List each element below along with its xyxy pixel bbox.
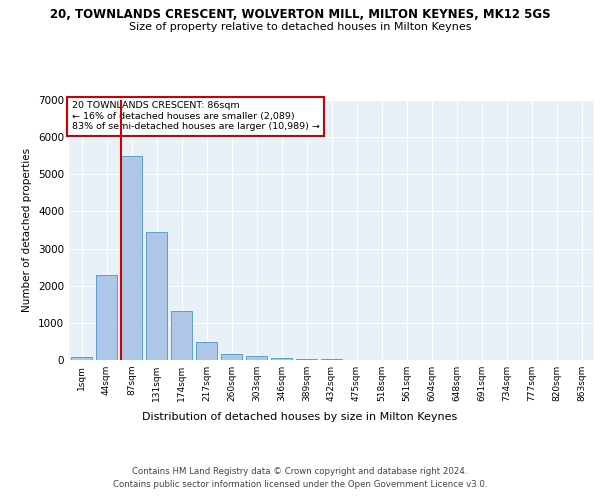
- Bar: [121, 156, 142, 360]
- Y-axis label: Number of detached properties: Number of detached properties: [22, 148, 32, 312]
- Text: 20, TOWNLANDS CRESCENT, WOLVERTON MILL, MILTON KEYNES, MK12 5GS: 20, TOWNLANDS CRESCENT, WOLVERTON MILL, …: [50, 8, 550, 20]
- Text: Contains HM Land Registry data © Crown copyright and database right 2024.: Contains HM Land Registry data © Crown c…: [132, 468, 468, 476]
- Text: Distribution of detached houses by size in Milton Keynes: Distribution of detached houses by size …: [142, 412, 458, 422]
- Text: Contains public sector information licensed under the Open Government Licence v3: Contains public sector information licen…: [113, 480, 487, 489]
- Bar: [96, 276, 117, 360]
- Bar: [271, 358, 292, 360]
- Bar: [146, 232, 167, 360]
- Text: 20 TOWNLANDS CRESCENT: 86sqm
← 16% of detached houses are smaller (2,089)
83% of: 20 TOWNLANDS CRESCENT: 86sqm ← 16% of de…: [71, 102, 320, 131]
- Bar: [196, 342, 217, 360]
- Bar: [71, 357, 92, 360]
- Bar: [296, 358, 317, 360]
- Bar: [221, 354, 242, 360]
- Bar: [246, 356, 267, 360]
- Text: Size of property relative to detached houses in Milton Keynes: Size of property relative to detached ho…: [129, 22, 471, 32]
- Bar: [171, 311, 192, 360]
